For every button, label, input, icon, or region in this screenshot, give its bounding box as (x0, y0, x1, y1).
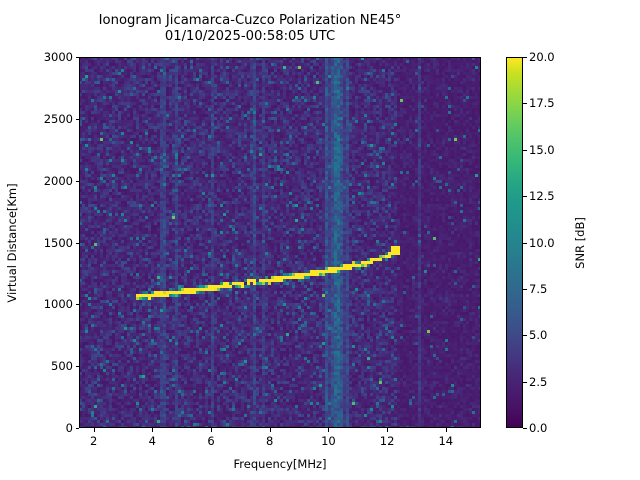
colorbar-tick-label: 10.0 (529, 235, 555, 250)
colorbar-tick-mark (523, 242, 527, 244)
y-tick-mark (75, 304, 79, 306)
y-tick-label: 500 (51, 359, 73, 374)
x-tick-mark (152, 428, 154, 432)
colorbar-tick-label: 20.0 (529, 50, 555, 64)
colorbar-tick-label: 2.5 (529, 374, 548, 389)
y-tick-mark (75, 180, 79, 182)
x-tick-mark (93, 428, 95, 432)
y-tick-mark (75, 242, 79, 244)
colorbar-tick-mark (523, 428, 527, 429)
y-tick-label: 2500 (43, 111, 73, 126)
y-axis-label: Virtual Distance[Km] (4, 57, 20, 428)
x-tick-label: 6 (207, 434, 215, 448)
x-axis-label: Frequency[MHz] (233, 457, 327, 471)
x-tick-label: 4 (148, 434, 157, 448)
colorbar-tick-mark (523, 381, 527, 383)
x-tick-label: 2 (89, 434, 98, 448)
colorbar-label-text: SNR [dB] (573, 216, 587, 269)
x-tick-label: 12 (379, 434, 395, 448)
x-tick-mark (387, 428, 389, 432)
y-tick-mark (75, 428, 79, 429)
colorbar-tick-label: 17.5 (529, 96, 555, 111)
x-tick-mark (445, 428, 447, 432)
y-tick-mark (75, 118, 79, 120)
x-tick-mark (269, 428, 271, 432)
y-tick-mark (75, 366, 79, 368)
x-tick-label: 10 (321, 434, 336, 448)
y-tick-mark (75, 57, 79, 58)
colorbar-tick-mark (523, 335, 527, 337)
y-tick-label: 0 (65, 421, 73, 435)
y-tick-label: 1500 (43, 235, 73, 250)
chart-title: Ionogram Jicamarca-Cuzco Polarization NE… (98, 13, 402, 44)
colorbar-tick-label: 0.0 (529, 421, 548, 435)
x-tick-mark (211, 428, 213, 432)
x-tick-label: 14 (438, 434, 454, 448)
colorbar-tick-mark (523, 196, 527, 198)
colorbar-label: SNR [dB] (572, 57, 588, 428)
colorbar-tick-mark (523, 57, 527, 58)
colorbar-tick-label: 5.0 (529, 328, 548, 343)
colorbar-tick-label: 15.0 (529, 142, 555, 157)
colorbar (506, 57, 523, 428)
colorbar-tick-mark (523, 288, 527, 290)
heatmap-canvas (79, 57, 481, 428)
y-axis-label-text: Virtual Distance[Km] (5, 182, 19, 303)
x-tick-label: 8 (266, 434, 274, 448)
y-tick-label: 1000 (43, 297, 73, 312)
x-tick-mark (328, 428, 330, 432)
y-tick-label: 2000 (43, 173, 73, 188)
colorbar-tick-label: 7.5 (529, 281, 548, 296)
y-tick-label: 3000 (43, 50, 73, 64)
ionogram-heatmap-plot (79, 57, 481, 428)
colorbar-tick-label: 12.5 (529, 189, 555, 204)
colorbar-tick-mark (523, 149, 527, 151)
colorbar-tick-mark (523, 103, 527, 105)
